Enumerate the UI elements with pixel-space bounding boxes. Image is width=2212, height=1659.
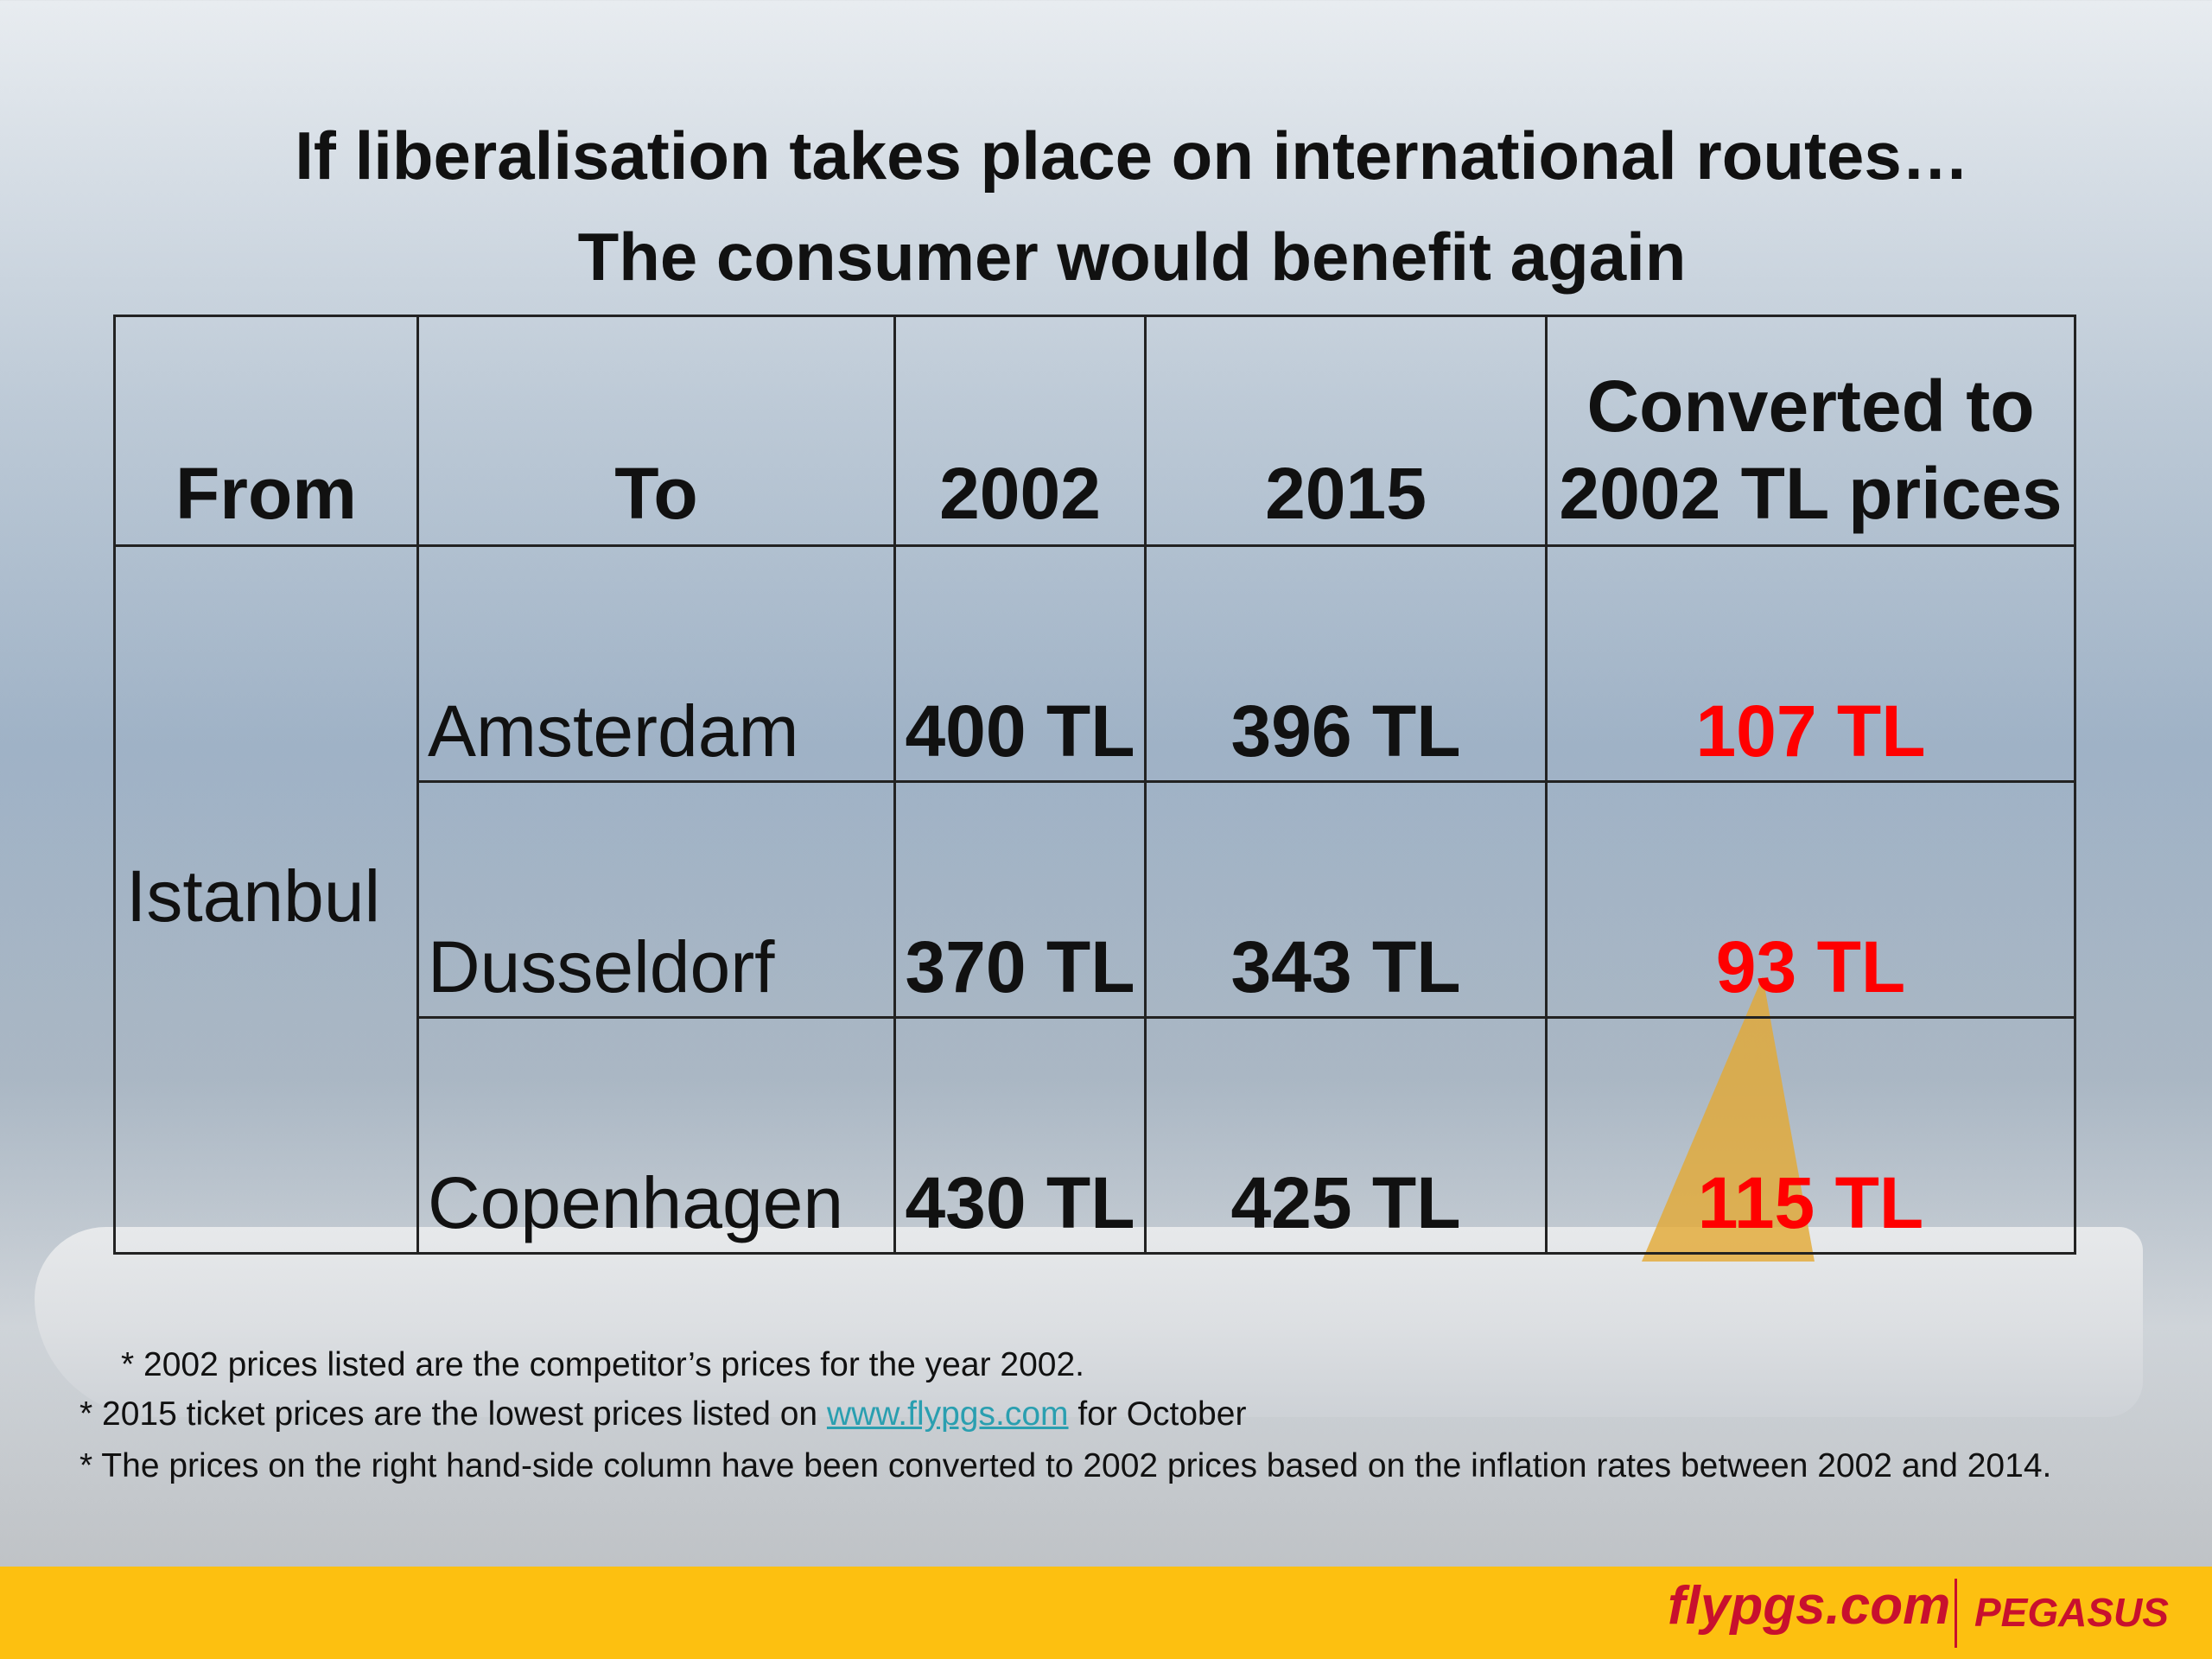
footnote-text: * 2015 ticket prices are the lowest pric… [79, 1395, 827, 1433]
title-line: The consumer would benefit again [577, 219, 1687, 295]
price-cell: 343 TL [1144, 780, 1548, 1019]
row: Istanbul Amsterdam 400 TL 396 TL 107 TL [113, 544, 2076, 1255]
header-cell: Converted to 2002 TL prices [1545, 315, 2076, 547]
footnote: * The prices on the right hand-side colu… [79, 1447, 2052, 1484]
footer-bar: flypgs.com PEGASUS [0, 1567, 2212, 1659]
from-cell: Istanbul [113, 544, 419, 1255]
converted-cell: 115 TL [1545, 1016, 2076, 1255]
header-cell: 2015 [1144, 315, 1548, 547]
footnote-text: for October [1068, 1395, 1247, 1433]
header-row: From To 2002 2015 Converted to 2002 TL p… [113, 315, 2076, 547]
footer-separator [1955, 1579, 1957, 1648]
city-cell: Dusseldorf [416, 780, 896, 1019]
price-cell: 370 TL [893, 780, 1147, 1019]
header-cell: To [416, 315, 896, 547]
row: Copenhagen 430 TL 425 TL 115 TL [115, 1016, 2076, 1255]
city-cell: Amsterdam [416, 544, 896, 783]
price-cell: 396 TL [1144, 544, 1548, 783]
footnote: * 2002 prices listed are the competitor’… [121, 1346, 1084, 1383]
footer-site: flypgs.com [1668, 1576, 1951, 1636]
footnote: * 2015 ticket prices are the lowest pric… [79, 1395, 1246, 1433]
price-cell: 400 TL [893, 544, 1147, 783]
converted-cell: 93 TL [1545, 780, 2076, 1019]
link[interactable]: www.flypgs.com [826, 1395, 1069, 1433]
city-cell: Copenhagen [416, 1016, 896, 1255]
title-line: If liberalisation takes place on interna… [295, 118, 1969, 194]
plane-background [35, 1227, 2143, 1417]
header-cell: 2002 [893, 315, 1147, 547]
price-cell: 430 TL [893, 1016, 1147, 1255]
header-cell: From [113, 315, 419, 547]
converted-cell: 107 TL [1545, 544, 2076, 783]
price-table: From To 2002 2015 Converted to 2002 TL p… [113, 315, 2076, 1255]
row: Dusseldorf 370 TL 343 TL 93 TL [115, 780, 2076, 1019]
price-cell: 425 TL [1144, 1016, 1548, 1255]
footer-brand: PEGASUS [1974, 1590, 2169, 1635]
